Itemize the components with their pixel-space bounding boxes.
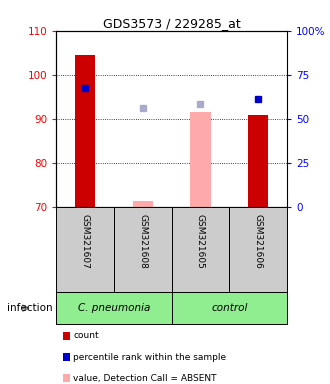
Bar [114, 207, 172, 292]
Text: percentile rank within the sample: percentile rank within the sample [73, 353, 226, 362]
Text: control: control [211, 303, 248, 313]
Bar [248, 114, 268, 207]
Text: GSM321606: GSM321606 [254, 214, 263, 269]
Bar [172, 207, 229, 292]
Text: value, Detection Call = ABSENT: value, Detection Call = ABSENT [73, 374, 217, 383]
Bar [133, 201, 153, 207]
Text: GSM321605: GSM321605 [196, 214, 205, 269]
Text: count: count [73, 331, 99, 341]
Bar [75, 55, 95, 207]
Bar [56, 292, 172, 324]
Title: GDS3573 / 229285_at: GDS3573 / 229285_at [103, 17, 241, 30]
Text: GSM321608: GSM321608 [138, 214, 147, 269]
Bar [229, 207, 287, 292]
Bar [172, 292, 287, 324]
Text: C. pneumonia: C. pneumonia [78, 303, 150, 313]
Bar [190, 113, 211, 207]
Text: infection: infection [7, 303, 53, 313]
Text: GSM321607: GSM321607 [81, 214, 89, 269]
Bar [56, 207, 114, 292]
